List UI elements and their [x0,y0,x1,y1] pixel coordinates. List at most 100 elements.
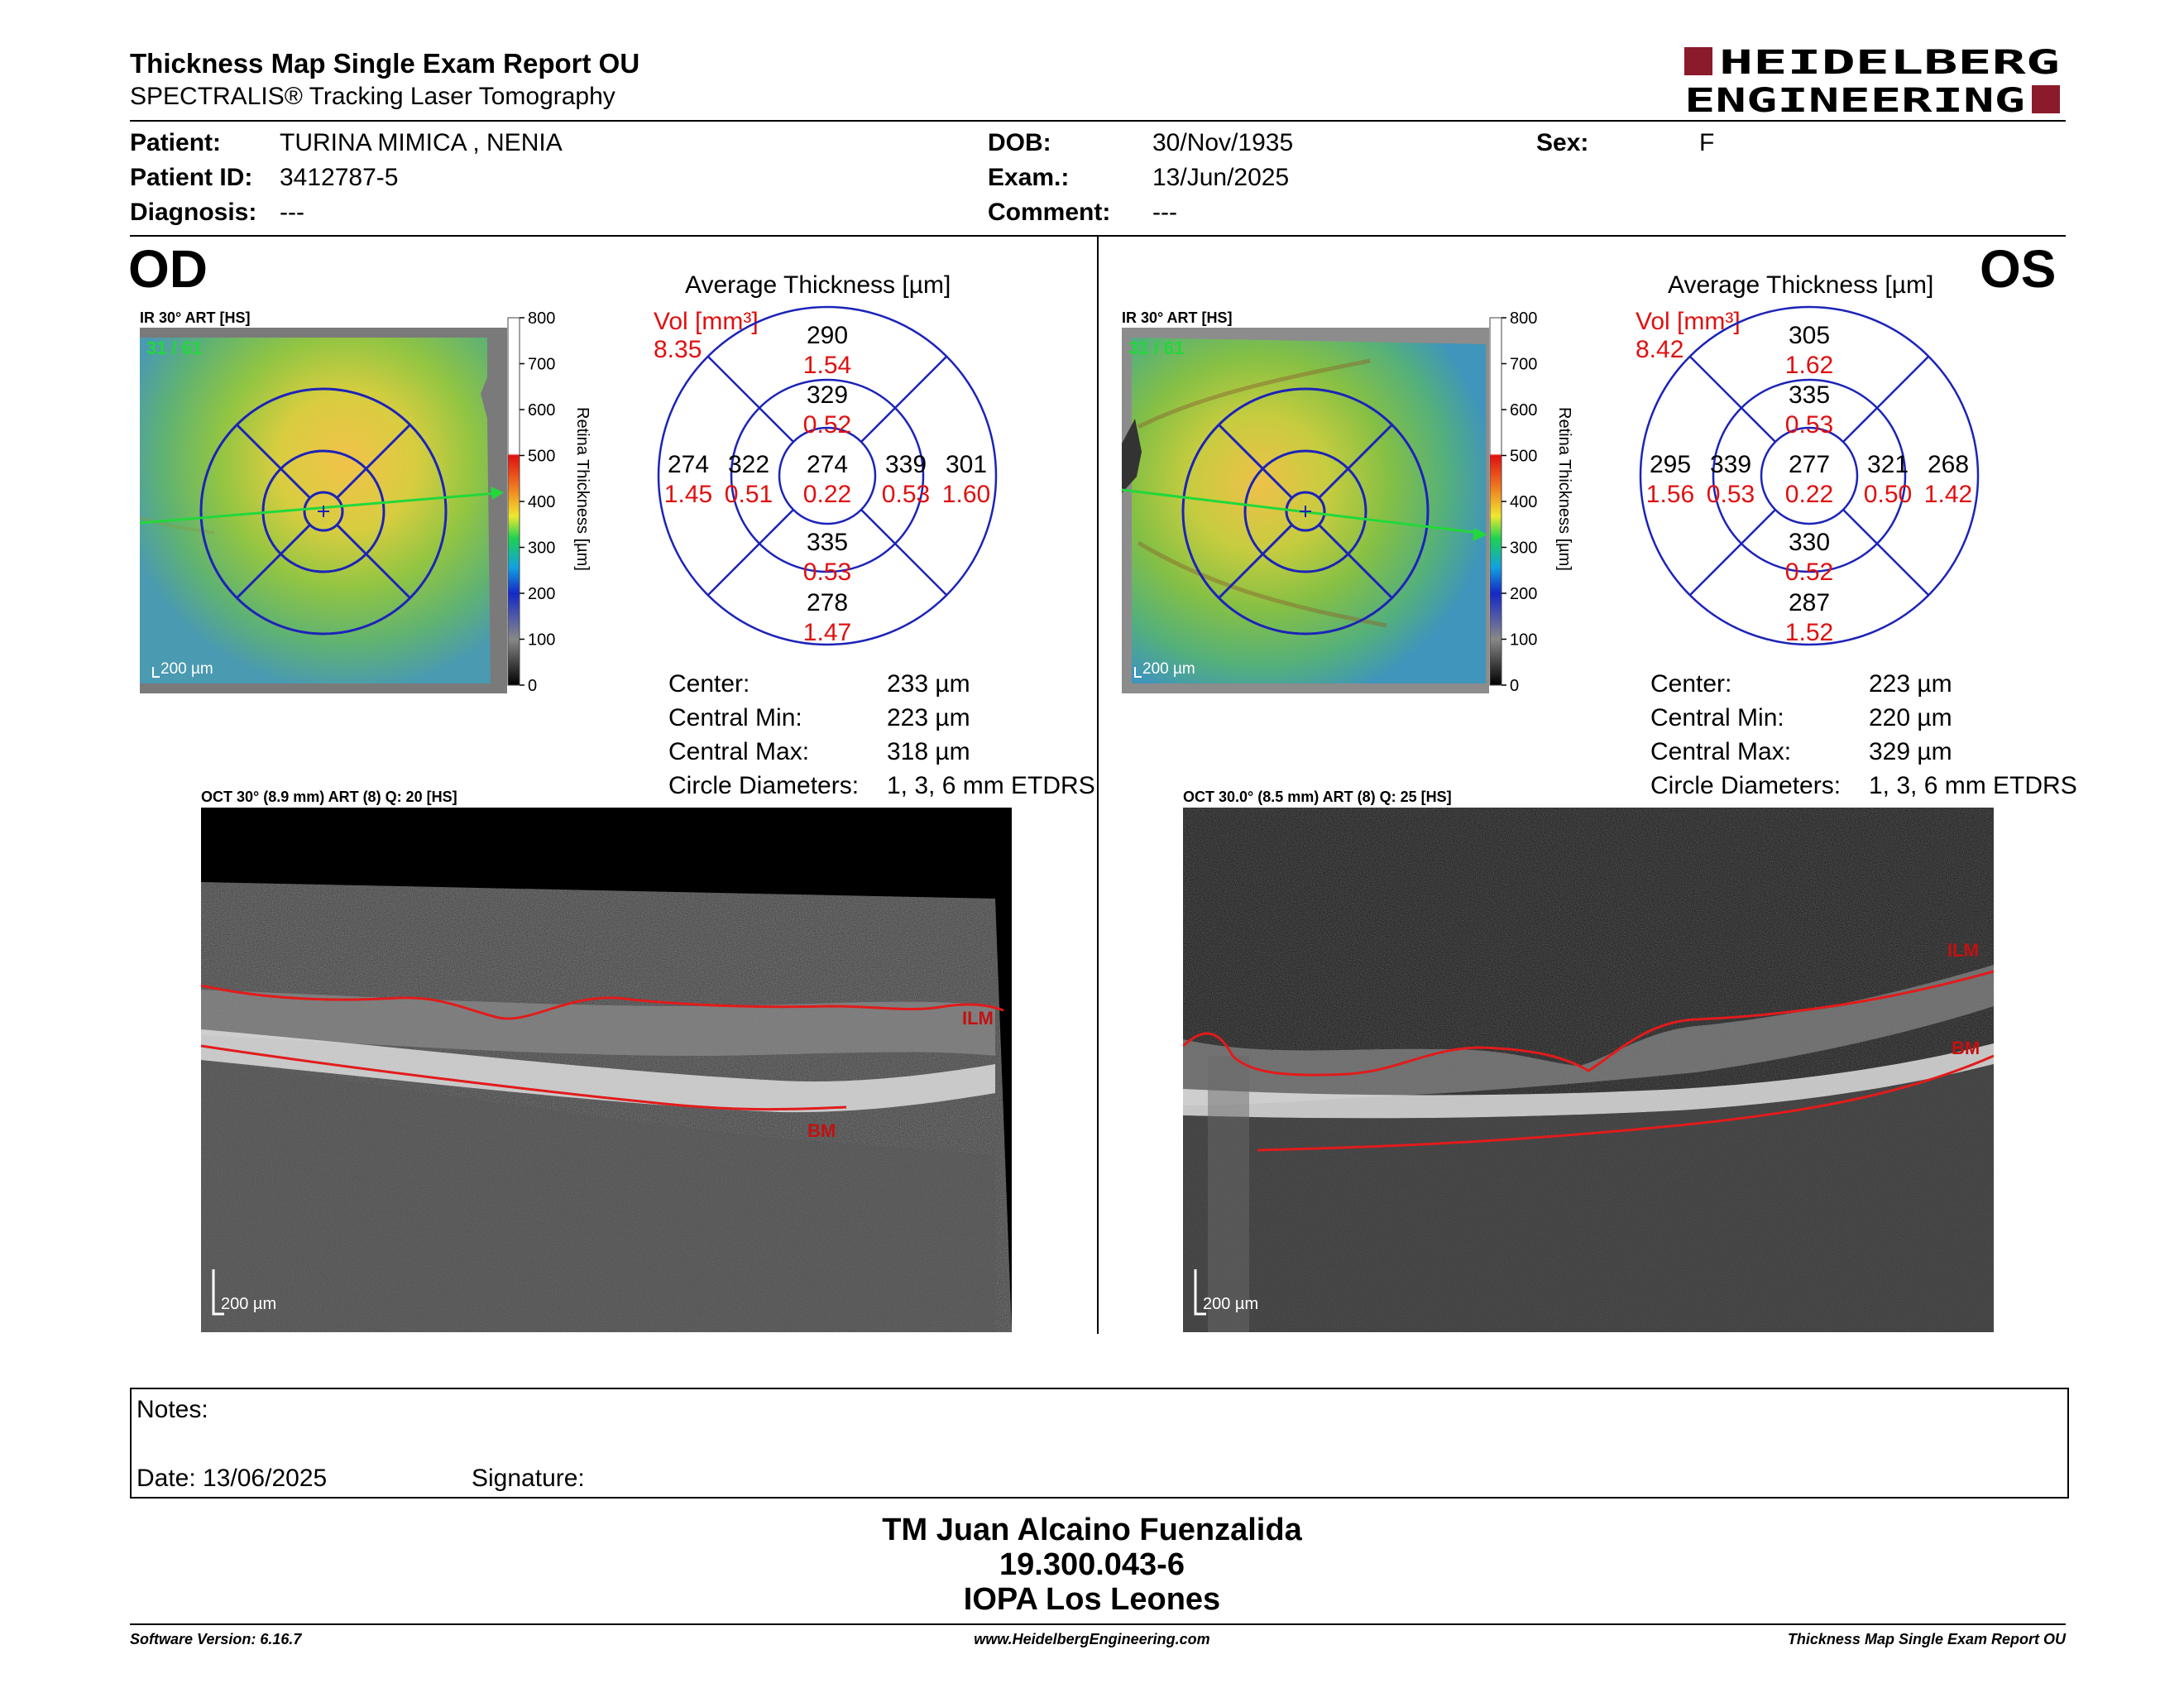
od-in-left-thickness: 322 [728,451,769,478]
os-grid-center [1760,426,1859,525]
logo-square-bottom [2032,85,2060,113]
patient-id-label: Patient ID: [130,164,253,191]
od-scan-line [140,492,498,525]
os-circ-label: Circle Diameters: [1650,772,1842,799]
os-eye-label: OS [1980,239,2057,299]
od-scale-tick-800: 800 [528,309,555,328]
od-oct-scale-label: 200 µm [221,1295,276,1313]
od-cmin-value: 223 µm [887,704,970,731]
os-oct-scan: ILM BM 200 µm [1183,808,1994,1332]
od-scale-title: Retina Thickness [µm] [573,407,592,571]
notes-box [130,1388,2069,1499]
report-title: Thickness Map Single Exam Report OU [130,48,640,79]
header-rule [130,120,2066,122]
signature-name: TM Juan Alcaino Fuenzalida [882,1513,1302,1547]
website-link[interactable]: www.HeidelbergEngineering.com [974,1631,1210,1647]
os-oct-scale-label: 200 µm [1203,1295,1258,1313]
od-out-left-thickness: 274 [668,451,709,478]
od-out-right-volume: 1.60 [942,481,990,508]
os-frame-count: 31 / 61 [1128,338,1184,358]
os-in-left-thickness: 339 [1710,451,1751,478]
signature-id: 19.300.043-6 [999,1547,1185,1582]
od-frame-count: 31 / 61 [146,338,202,358]
od-in-sup-volume: 0.52 [803,411,851,439]
od-oct-scan: ILM BM 200 µm [201,808,1012,1332]
os-scale-tick-100: 100 [1510,631,1537,650]
od-eye-label: OD [128,239,208,299]
os-scan-arrow-icon [1473,528,1487,541]
od-scale-tick-100: 100 [528,631,555,650]
os-ir-label: IR 30° ART [HS] [1122,309,1233,326]
footer-report-name: Thickness Map Single Exam Report OU [1787,1631,2066,1647]
os-cmin-label: Central Min: [1650,704,1784,731]
os-in-inf-thickness: 330 [1789,529,1830,556]
os-out-left-volume: 1.56 [1646,481,1694,508]
os-cmax-value: 329 µm [1869,738,1952,765]
os-thickness-map: 31 / 61 200 µm [1122,328,1489,693]
sex-value: F [1699,129,1715,156]
report-subtitle: SPECTRALIS® Tracking Laser Tomography [130,83,615,110]
od-bm-label: BM [807,1120,836,1141]
od-oct-label: OCT 30° (8.9 mm) ART (8) Q: 20 [HS] [201,789,457,805]
os-scale-tick-0: 0 [1510,677,1519,695]
os-in-right-volume: 0.50 [1864,481,1912,508]
os-bm-line [1257,1054,1994,1152]
od-scan-arrow-icon [491,487,504,500]
os-scale-tick-800: 800 [1510,309,1537,328]
od-grid-center [778,426,877,525]
os-ilm-line [1183,970,1994,1077]
sex-label: Sex: [1536,129,1589,156]
os-in-sup-volume: 0.53 [1785,411,1833,439]
os-in-inf-volume: 0.52 [1785,559,1833,586]
signature-org: IOPA Los Leones [963,1582,1221,1617]
od-in-sup-thickness: 329 [807,381,848,409]
os-avg-title: Average Thickness [µm] [1668,271,1934,299]
od-map-outer-ring [199,387,448,635]
comment-value: --- [1152,199,1177,226]
os-out-left-thickness: 295 [1650,451,1691,478]
os-center-label: Center: [1650,670,1732,698]
od-in-right-thickness: 339 [885,451,927,478]
od-grid-inner [730,378,925,573]
os-scale-tick-600: 600 [1510,401,1537,420]
od-map-inner-ring [261,449,386,573]
patient-label: Patient: [130,129,222,156]
od-scale-tick-600: 600 [528,401,555,420]
od-scale-tick-300: 300 [528,539,555,558]
os-cmax-label: Central Max: [1650,738,1792,765]
os-grid-outer [1639,305,1980,646]
od-out-inf-thickness: 278 [807,589,848,616]
os-optic-disc [1122,419,1142,493]
exam-value: 13/Jun/2025 [1152,164,1290,191]
od-out-inf-volume: 1.47 [803,619,851,646]
od-map-center-ring [303,491,344,532]
od-vol-value: 8.35 [654,336,702,363]
od-vessel [140,516,215,535]
od-scale-tick-200: 200 [528,585,555,603]
os-cmin-value: 220 µm [1869,704,1952,731]
os-in-sup-thickness: 335 [1789,381,1830,409]
od-thickness-map: 31 / 61 200 µm [140,328,507,693]
od-out-right-thickness: 301 [946,451,987,478]
exam-label: Exam.: [988,164,1070,191]
os-out-inf-thickness: 287 [1789,589,1830,616]
od-scale-bar-icon [152,667,160,678]
od-center-thickness: 274 [807,451,848,478]
os-map-inner-ring [1243,449,1367,573]
logo-text-2: ENGINEERING [1684,82,2025,117]
od-grid-outer [657,305,998,646]
os-grid-inner [1712,378,1907,573]
notes-date: Date: 13/06/2025 [136,1465,328,1492]
od-center-volume: 0.22 [803,481,851,508]
od-circ-value: 1, 3, 6 mm ETDRS [887,772,1095,799]
od-scale-tick-400: 400 [528,493,555,511]
os-circ-value: 1, 3, 6 mm ETDRS [1869,772,2077,799]
patient-id-value: 3412787-5 [280,164,399,191]
os-out-inf-volume: 1.52 [1785,619,1833,646]
od-ilm-line [201,984,1004,1020]
os-out-right-thickness: 268 [1928,451,1969,478]
os-scale-title: Retina Thickness [µm] [1555,407,1573,571]
diagnosis-value: --- [280,199,304,226]
od-in-inf-volume: 0.53 [803,559,851,586]
os-scale-tick-500: 500 [1510,448,1537,466]
